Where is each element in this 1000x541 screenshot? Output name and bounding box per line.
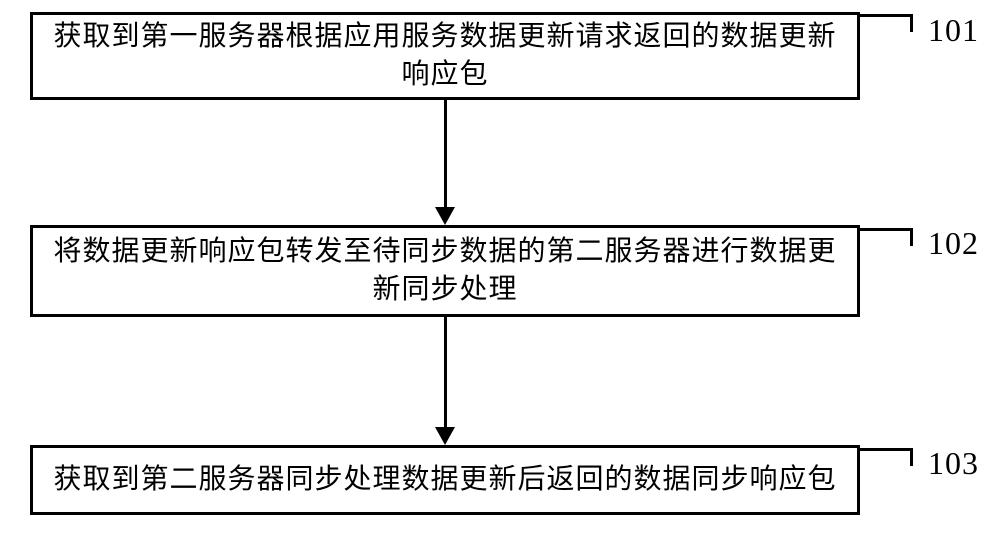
flow-step-3-label: 103 — [928, 445, 979, 482]
flow-step-2-label: 102 — [928, 225, 979, 262]
leader-line — [910, 448, 913, 466]
flow-step-1-label: 101 — [928, 12, 979, 49]
flow-step-2: 将数据更新响应包转发至待同步数据的第二服务器进行数据更新同步处理 — [30, 225, 860, 317]
leader-line — [860, 14, 913, 17]
leader-line — [910, 14, 913, 32]
leader-line — [910, 228, 913, 246]
flow-step-3: 获取到第二服务器同步处理数据更新后返回的数据同步响应包 — [30, 445, 860, 515]
flowchart: 获取到第一服务器根据应用服务数据更新请求返回的数据更新响应包 101 将数据更新… — [0, 0, 1000, 541]
flow-step-3-text: 获取到第二服务器同步处理数据更新后返回的数据同步响应包 — [53, 461, 836, 499]
leader-line — [860, 228, 913, 231]
leader-line — [860, 448, 913, 451]
flow-step-2-text: 将数据更新响应包转发至待同步数据的第二服务器进行数据更新同步处理 — [53, 233, 837, 309]
flow-step-1: 获取到第一服务器根据应用服务数据更新请求返回的数据更新响应包 — [30, 12, 860, 100]
flow-step-1-text: 获取到第一服务器根据应用服务数据更新请求返回的数据更新响应包 — [53, 18, 837, 94]
